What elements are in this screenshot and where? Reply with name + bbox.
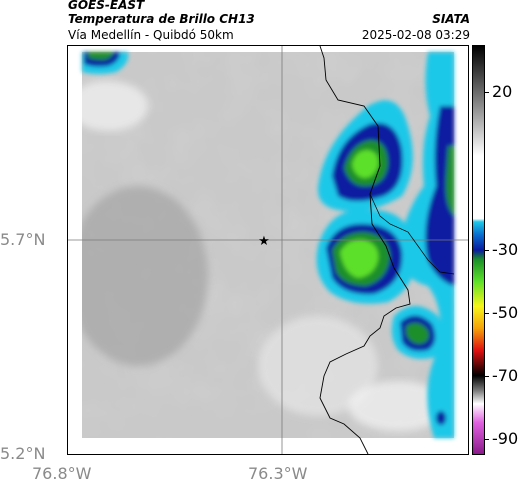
colorbar-tick [484, 92, 489, 94]
lat-label: 5.2°N [0, 444, 46, 463]
map-panel[interactable]: ★ [67, 45, 469, 455]
boundary-line [319, 46, 411, 454]
colorbar-tick-label: -50 [492, 303, 519, 323]
star-icon: ★ [258, 234, 270, 249]
colorbar-tick-label: -30 [492, 240, 519, 259]
organization-label: SIATA [432, 12, 470, 26]
colorbar-tick-label: -70 [492, 366, 519, 386]
datetime-label: 2025-02-08 03:29 [361, 28, 470, 42]
lat-label: 5.7°N [0, 230, 46, 249]
lon-label: 76.8°W [32, 464, 92, 483]
product-title: Temperatura de Brillo CH13 [68, 12, 255, 26]
convective-cells [82, 52, 454, 438]
lon-label: 76.3°W [248, 464, 308, 483]
river-line [369, 193, 455, 275]
colorbar-tick-label: -90 [492, 429, 519, 449]
colorbar-tick [484, 376, 489, 378]
map-subtitle: Vía Medellín - Quibdó 50km [68, 28, 234, 42]
colorbar-tick-label: 20 [492, 82, 513, 102]
colorbar-tick [484, 439, 489, 441]
colorbar-tick [484, 250, 489, 251]
colorbar-tick [484, 313, 489, 315]
brightness-temperature-map: ★ [68, 46, 468, 454]
satellite-name: GOES-EAST [68, 0, 145, 12]
